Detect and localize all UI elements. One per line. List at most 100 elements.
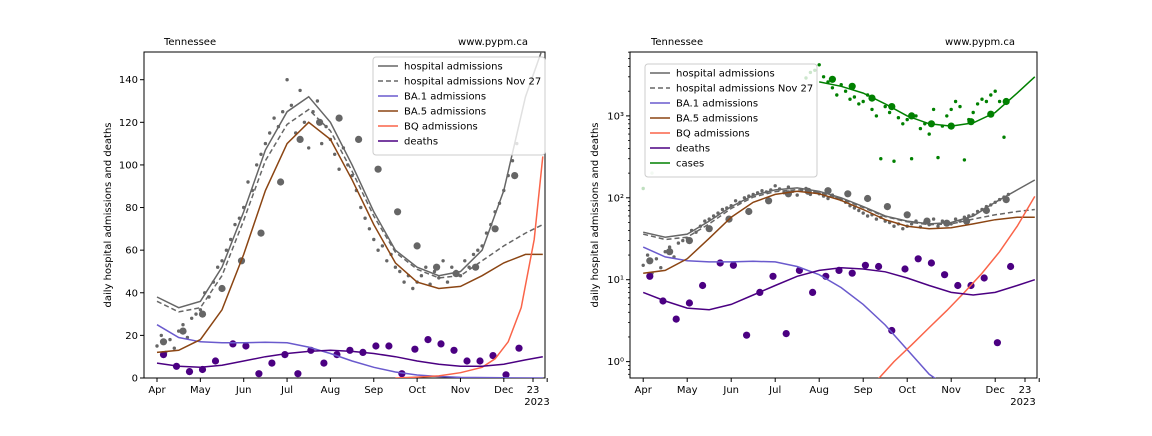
log-x-tick-label: Sep (854, 385, 873, 396)
linear-hospital-admissions-daily-point (471, 252, 476, 257)
linear-scatter-hospital-admissions-weekly (159, 114, 519, 346)
log-x-tick-label: Apr (635, 385, 653, 396)
linear-hospital-admissions-daily-point (441, 259, 445, 263)
linear-line-hospital-admissions-nov-27 (156, 108, 544, 313)
log-cases-daily-point (971, 110, 975, 115)
log-hospital-admissions-daily-point (901, 227, 905, 231)
log-hospital-admissions-daily-point (936, 224, 940, 228)
linear-y-tick-label: 60 (125, 246, 138, 257)
log-cases-daily-point (975, 102, 980, 106)
log-deaths-weekly-point (954, 281, 962, 290)
log-hospital-admissions-daily-point (654, 257, 659, 261)
log-deaths-weekly-point (980, 274, 988, 282)
log-x-tick-label: 23 (1019, 385, 1032, 396)
log-cases-daily-point (852, 95, 857, 99)
linear-y-tick-label: 80 (125, 203, 138, 214)
log-data-layer (641, 63, 1036, 378)
linear-line-hospital-admissions (156, 52, 543, 309)
linear-deaths-weekly-point (372, 342, 380, 350)
log-cases-daily-point (861, 99, 865, 104)
log-line-hospital-admissions-nov-27 (643, 188, 1035, 241)
log-hospital-admissions-daily-point (892, 224, 896, 228)
linear-line-bq-admissions (395, 156, 544, 378)
linear-deaths-weekly-point (411, 345, 419, 353)
linear-x-tick-label: Jul (280, 385, 293, 396)
linear-deaths-weekly-point (320, 359, 328, 367)
log-chart-panel: Apr May Jun Jul Aug Sep Oct Nov Dec 23 10⁰10¹10²1… (590, 37, 1040, 408)
linear-hospital-admissions-daily-point (216, 265, 220, 269)
log-cases-daily-point (883, 104, 887, 109)
linear-hospital-admissions-weekly-point (316, 118, 324, 126)
log-cases-daily-point (936, 155, 940, 160)
linear-x-tick-label: Aug (321, 385, 341, 396)
linear-line-ba-1-admissions (156, 324, 543, 378)
log-hospital-admissions-daily-point (852, 206, 857, 210)
log-hospital-admissions-daily-point (681, 238, 685, 243)
linear-hospital-admissions-daily-point (372, 237, 376, 242)
log-deaths-weekly-point (782, 330, 790, 338)
log-hospital-admissions-weekly-point (705, 225, 713, 233)
linear-deaths-weekly-point (159, 351, 168, 359)
log-legend-label-ba-1-admissions: BA.1 admissions (676, 99, 758, 110)
log-deaths-weekly-point (914, 255, 922, 263)
linear-hospital-admissions-daily-point (393, 265, 398, 269)
linear-hospital-admissions-daily-point (181, 323, 185, 327)
linear-deaths-weekly-point (463, 357, 471, 365)
linear-x-tick-label: May (190, 385, 211, 396)
linear-hospital-admissions-weekly-point (277, 178, 285, 186)
linear-hospital-admissions-daily-point (463, 259, 467, 263)
log-deaths-weekly-point (848, 269, 856, 277)
log-cases-daily-point (896, 116, 901, 120)
log-cases-daily-point (892, 159, 896, 163)
linear-hospital-admissions-weekly-point (374, 165, 382, 173)
log-legend-box (644, 63, 818, 178)
log-hospital-admissions-daily-point (865, 214, 870, 218)
linear-hospital-admissions-daily-point (159, 333, 163, 338)
linear-hospital-admissions-daily-point (385, 259, 389, 263)
linear-hospital-admissions-daily-point (155, 344, 159, 348)
linear-x-tick-label: Jun (235, 385, 252, 396)
log-hospital-admissions-daily-point (645, 253, 650, 257)
linear-region-label: Tennessee (163, 37, 216, 48)
log-line-deaths (642, 266, 1036, 311)
log-cases-daily-point (843, 89, 848, 93)
log-line-hospital-admissions (643, 179, 1036, 238)
linear-hospital-admissions-daily-point (268, 131, 272, 135)
log-hospital-admissions-daily-point (940, 219, 945, 223)
log-deaths-weekly-point (861, 261, 870, 269)
log-hospital-admissions-daily-point (641, 263, 645, 267)
log-hospital-admissions-weekly-point (864, 194, 872, 203)
linear-deaths-weekly-point (424, 336, 432, 344)
linear-x-axis: Apr May Jun Jul Aug Sep Oct Nov Dec 23 (148, 378, 548, 396)
linear-hospital-admissions-daily-point (302, 120, 307, 125)
log-hospital-admissions-daily-point (663, 250, 667, 254)
log-cases-daily-point (931, 107, 936, 112)
log-cases-daily-point (1002, 135, 1006, 139)
log-source-label: www.pypm.ca (945, 37, 1015, 48)
linear-data-layer (155, 52, 544, 378)
linear-hospital-admissions-daily-point (289, 103, 294, 108)
log-x-tick-label: Jul (768, 385, 781, 396)
linear-deaths-weekly-point (229, 340, 237, 348)
linear-hospital-admissions-daily-point (359, 205, 363, 210)
log-cases-daily-point (835, 93, 839, 97)
log-x-tick-label: May (677, 385, 698, 396)
linear-y-axis: 0 20 40 60 80 100 120 140 (119, 75, 144, 385)
linear-legend: hospital admissions hospital admissions N… (372, 56, 546, 156)
linear-hospital-admissions-daily-point (224, 248, 229, 252)
log-hospital-admissions-daily-point (953, 217, 958, 221)
log-hospital-admissions-weekly-point (765, 197, 773, 205)
log-cases-daily-point (830, 86, 835, 90)
log-cases-daily-point (953, 99, 958, 104)
log-hospital-admissions-daily-point (874, 217, 879, 221)
log-hospital-admissions-daily-point (826, 196, 830, 201)
log-hospital-admissions-weekly-point (963, 217, 971, 225)
linear-deaths-weekly-point (211, 357, 220, 365)
linear-deaths-weekly-point (515, 344, 523, 352)
log-deaths-weekly-point (941, 271, 949, 279)
linear-hospital-admissions-daily-point (194, 312, 198, 316)
log-cases-daily-point (874, 114, 879, 118)
linear-hospital-admissions-daily-point (229, 237, 233, 242)
log-deaths-weekly-point (901, 265, 909, 273)
linear-hospital-admissions-daily-point (246, 180, 250, 184)
